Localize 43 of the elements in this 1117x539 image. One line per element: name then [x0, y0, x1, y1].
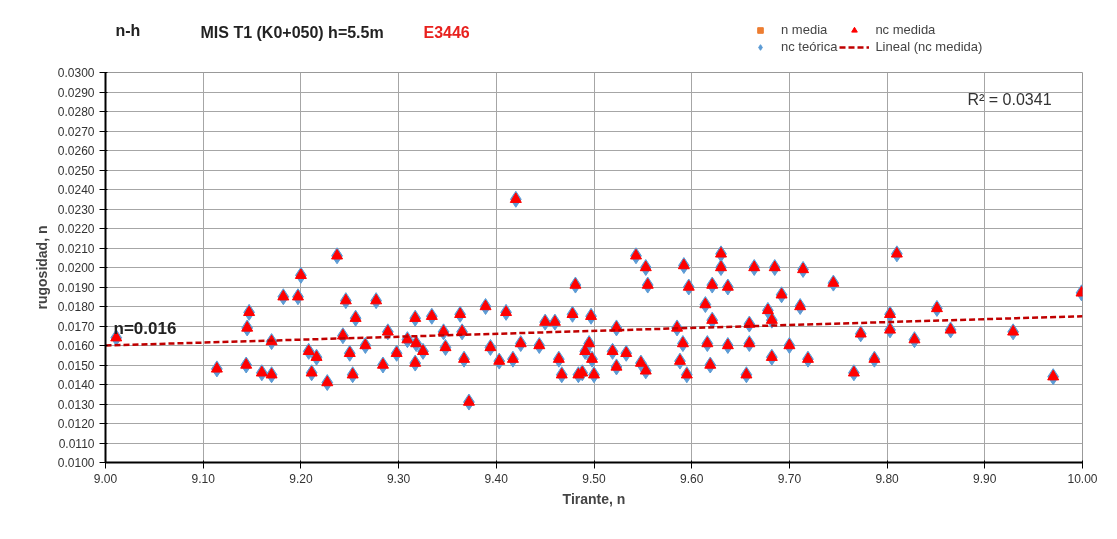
x-axis-title: Tirante, n [562, 490, 626, 507]
legend-label: nc medida [875, 22, 936, 37]
y-tick-label: 0.0290 [57, 85, 95, 100]
annotation: R² = 0.0341 [967, 90, 1052, 108]
y-tick-label: 0.0190 [57, 280, 95, 295]
y-tick-label: 0.0220 [57, 222, 95, 236]
y-tick-label: 0.0140 [57, 378, 95, 392]
y-tick-label: 0.0270 [57, 124, 95, 139]
x-tick-label: 9.20 [289, 471, 313, 486]
y-tick-label: 0.0170 [57, 319, 95, 334]
y-tick-label: 0.0200 [57, 261, 95, 275]
text: n-h [115, 21, 141, 39]
annotation: n=0.016 [113, 318, 177, 338]
chart-title: MIS T1 (K0+050) h=5.5m [200, 23, 384, 41]
x-tick-label: 9.50 [582, 471, 606, 486]
y-tick-label: 0.0250 [57, 163, 95, 178]
x-tick-label: 9.60 [680, 471, 704, 486]
legend-label: Lineal (nc medida) [875, 39, 983, 54]
y-tick-label: 0.0260 [57, 144, 95, 158]
x-tick-label: 9.40 [484, 471, 509, 486]
y-tick-label: 0.0280 [57, 105, 95, 119]
y-tick-label: 0.0130 [57, 397, 95, 412]
x-tick-label: 9.80 [875, 471, 900, 486]
legend-label: nc teórica [781, 39, 838, 54]
x-tick-label: 9.00 [93, 471, 118, 486]
y-tick-label: 0.0110 [58, 436, 95, 451]
y-tick-label: 0.0300 [57, 66, 95, 80]
text: E3446 [423, 23, 470, 41]
legend-label: n media [781, 22, 828, 37]
y-tick-label: 0.0230 [57, 202, 95, 217]
x-tick-label: 9.10 [191, 471, 216, 486]
x-tick-label: 9.30 [386, 471, 411, 486]
x-tick-label: 9.90 [973, 471, 997, 486]
y-tick-label: 0.0180 [57, 300, 95, 314]
y-tick-label: 0.0160 [57, 339, 95, 353]
y-tick-label: 0.0150 [57, 358, 95, 373]
y-tick-label: 0.0120 [57, 417, 95, 431]
x-tick-label: 10.00 [1067, 471, 1098, 486]
y-tick-label: 0.0210 [57, 241, 95, 256]
x-tick-label: 9.70 [777, 471, 802, 486]
y-axis-title: rugosidad, n [33, 225, 50, 310]
y-tick-label: 0.0100 [57, 456, 95, 470]
y-tick-label: 0.0240 [57, 183, 95, 197]
